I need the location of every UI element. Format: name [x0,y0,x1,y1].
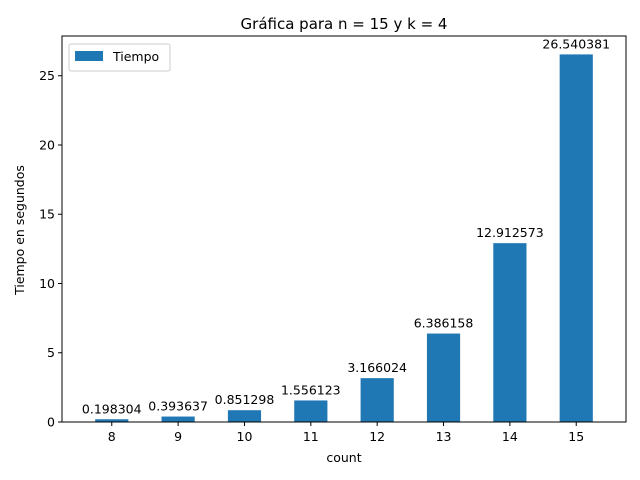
data-label-9: 0.393637 [148,399,208,414]
bar-9 [161,416,195,422]
y-axis-label: Tiempo en segundos [12,165,27,296]
legend-label-tiempo: Tiempo [112,49,159,64]
bars-layer [95,54,593,422]
x-tick-label-11: 11 [303,429,319,444]
x-tick-label-9: 9 [174,429,182,444]
data-label-14: 12.912573 [476,225,544,240]
y-tick-label-25: 25 [39,68,55,83]
bar-15 [559,54,593,422]
data-label-8: 0.198304 [82,401,142,416]
bar-11 [294,400,328,422]
x-tick-label-14: 14 [502,429,518,444]
x-tick-label-8: 8 [108,429,116,444]
y-tick-label-0: 0 [47,415,55,430]
legend: Tiempo [68,43,171,72]
data-label-13: 6.386158 [414,316,474,331]
legend-box [68,43,171,72]
y-tick-label-20: 20 [39,137,55,152]
x-tick-label-10: 10 [237,429,253,444]
legend-swatch [75,51,103,61]
data-label-10: 0.851298 [215,392,275,407]
chart-title: Gráfica para n = 15 y k = 4 [241,15,448,33]
y-tick-label-5: 5 [47,345,55,360]
data-label-11: 1.556123 [281,382,341,397]
data-labels-layer: 0.198304 0.393637 0.851298 1.556123 3.166024… [82,36,610,416]
x-ticks-layer: 8 9 10 11 12 13 14 15 [108,422,584,444]
x-axis-label: count [326,450,361,465]
bar-13 [426,333,461,422]
bar-14 [493,243,527,422]
bar-12 [360,378,394,422]
data-label-15: 26.540381 [542,36,610,51]
bar-10 [227,410,262,422]
x-tick-label-13: 13 [436,429,452,444]
y-ticks-layer: 0 5 10 15 20 25 [39,68,62,430]
data-label-12: 3.166024 [347,360,407,375]
plot-frame [61,35,627,423]
x-tick-label-12: 12 [369,429,385,444]
y-tick-label-10: 10 [39,276,55,291]
x-tick-label-15: 15 [568,429,584,444]
y-tick-label-15: 15 [39,207,55,222]
bar-8 [95,419,129,422]
